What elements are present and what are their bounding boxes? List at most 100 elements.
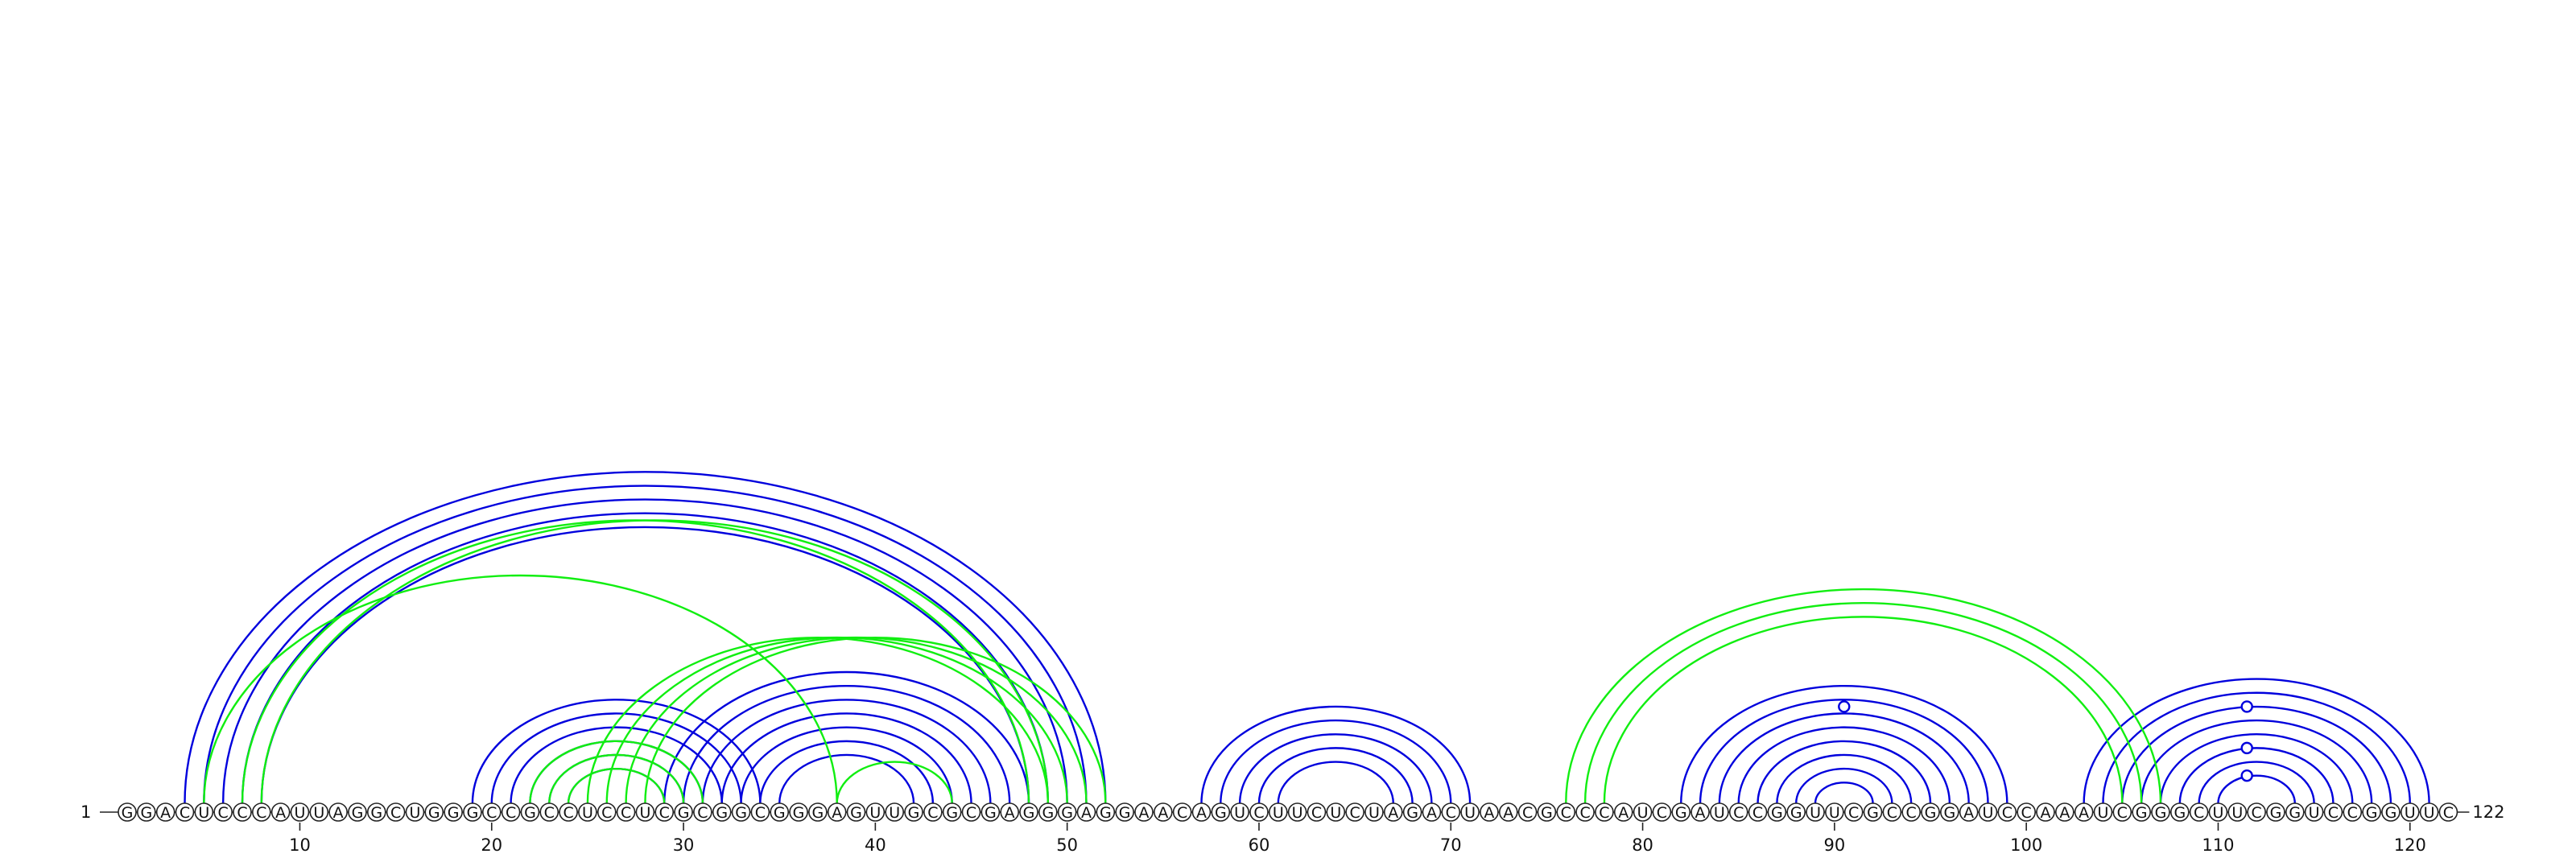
nucleotide-circle (1613, 802, 1633, 822)
base-pair-arc (1699, 699, 1989, 804)
base-pair-arc (778, 753, 915, 804)
nucleotide-letter: U (409, 804, 420, 822)
base-pair-arc (1583, 602, 2143, 804)
nucleotide: G (904, 802, 923, 822)
base-pair-arc (682, 684, 1011, 804)
nucleotide: C (616, 802, 636, 822)
nucleotide: C (1728, 802, 1748, 822)
nucleotide-circle (233, 802, 252, 822)
nucleotide-letter: G (1406, 804, 1418, 822)
nucleotide-letter: U (1273, 804, 1284, 822)
base-pair-arc (1200, 705, 1472, 804)
nucleotide-letter: C (1311, 804, 1322, 822)
nucleotide-letter: G (448, 804, 460, 822)
nucleotide-letter: G (1100, 804, 1112, 822)
nucleotide-letter: C (218, 804, 229, 822)
nucleotide-letter: C (1522, 804, 1533, 822)
nucleotide: U (1287, 802, 1307, 822)
nucleotide-circle (175, 802, 195, 822)
base-pair-arc (471, 699, 762, 804)
nucleotide-circle (252, 802, 271, 822)
nucleotide: G (1767, 802, 1787, 822)
nucleotide-circle (1402, 802, 1422, 822)
nucleotide: U (2304, 802, 2324, 822)
nucleotide-circle (1806, 802, 1825, 822)
nucleotide-circle (270, 802, 291, 822)
nucleotide-circle (2036, 802, 2055, 822)
nucleotide: U (1825, 802, 1844, 822)
nucleotide-letter: A (275, 804, 286, 822)
nucleotide-letter: C (1253, 804, 1264, 822)
base-pair-arc (644, 636, 1107, 804)
nucleotide-letter: U (889, 804, 900, 822)
nucleotide-letter: G (1023, 804, 1035, 822)
nucleotide-circle (366, 802, 386, 822)
nucleotide: U (290, 802, 310, 822)
nucleotide-letter: A (2079, 804, 2089, 822)
nucleotide: G (1402, 802, 1422, 822)
nucleotide-circle (1038, 802, 1058, 822)
nucleotide: G (2170, 802, 2190, 822)
nucleotide-circle (1057, 802, 1077, 822)
nucleotide: A (1134, 802, 1154, 822)
nucleotide-circle (1633, 802, 1653, 822)
nucleotide: G (846, 802, 866, 822)
nucleotide-circle (808, 802, 828, 822)
base-pair-arc (836, 761, 953, 804)
nucleotide-circle (731, 802, 751, 822)
nucleotide-letter: C (755, 804, 766, 822)
nucleotide-circle (1863, 802, 1883, 822)
nucleotide-circle (1728, 802, 1748, 822)
nucleotide: C (175, 802, 195, 822)
nucleotide: A (270, 802, 291, 822)
nucleotide-circle (1882, 802, 1902, 822)
nucleotide: C (2247, 802, 2266, 822)
nucleotide-letter: C (2328, 804, 2339, 822)
nucleotide: G (2381, 802, 2401, 822)
nucleotide-letter: C (1579, 804, 1590, 822)
nucleotide-circle (137, 802, 156, 822)
nucleotide-letter: U (313, 804, 324, 822)
base-pair-arc (529, 740, 704, 804)
nucleotide-circle (481, 802, 502, 822)
nucleotide-circle (2304, 802, 2324, 822)
nucleotide-circle (846, 802, 866, 822)
nucleotide-circle (1517, 802, 1538, 822)
arcs-layer (184, 471, 2430, 804)
nucleotide-circle (1460, 802, 1480, 822)
nucleotide-letter: U (1368, 804, 1380, 822)
nucleotide-letter: U (639, 804, 650, 822)
nucleotide-circle (118, 802, 137, 822)
nucleotide-letter: A (1388, 804, 1398, 822)
nucleotide-circle (2112, 802, 2132, 822)
nucleotide: G (1786, 802, 1806, 822)
nucleotide: G (137, 802, 156, 822)
base-pair-arc (1277, 761, 1394, 804)
nucleotide: C (233, 802, 252, 822)
nucleotide-circle (1441, 802, 1461, 822)
nucleotide: A (328, 802, 348, 822)
pair-marker (1838, 700, 1851, 713)
nucleotide-letter: C (256, 804, 266, 822)
nucleotide: G (2362, 802, 2381, 822)
base-pair-arc (663, 670, 1030, 804)
nucleotide-letter: U (2424, 804, 2435, 822)
base-pair-arc (740, 726, 953, 804)
nucleotide-circle (1019, 802, 1038, 822)
nucleotide-circle (213, 802, 233, 822)
nucleotide-circle (1480, 802, 1499, 822)
nucleotide-circle (1096, 802, 1116, 822)
nucleotide-circle (2362, 802, 2381, 822)
nucleotide-circle (827, 802, 847, 822)
nucleotide-letter: G (716, 804, 728, 822)
nucleotide: G (808, 802, 828, 822)
nucleotide-letter: G (1541, 804, 1553, 822)
nucleotide: U (865, 802, 886, 822)
base-pair-arc (203, 574, 838, 804)
nucleotide-letter: G (2270, 804, 2282, 822)
end-label: 122 (2472, 802, 2504, 822)
nucleotide: G (463, 802, 482, 822)
nucleotide-letter: G (946, 804, 958, 822)
nucleotide-letter: G (2289, 804, 2301, 822)
nucleotide-letter: U (2098, 804, 2109, 822)
